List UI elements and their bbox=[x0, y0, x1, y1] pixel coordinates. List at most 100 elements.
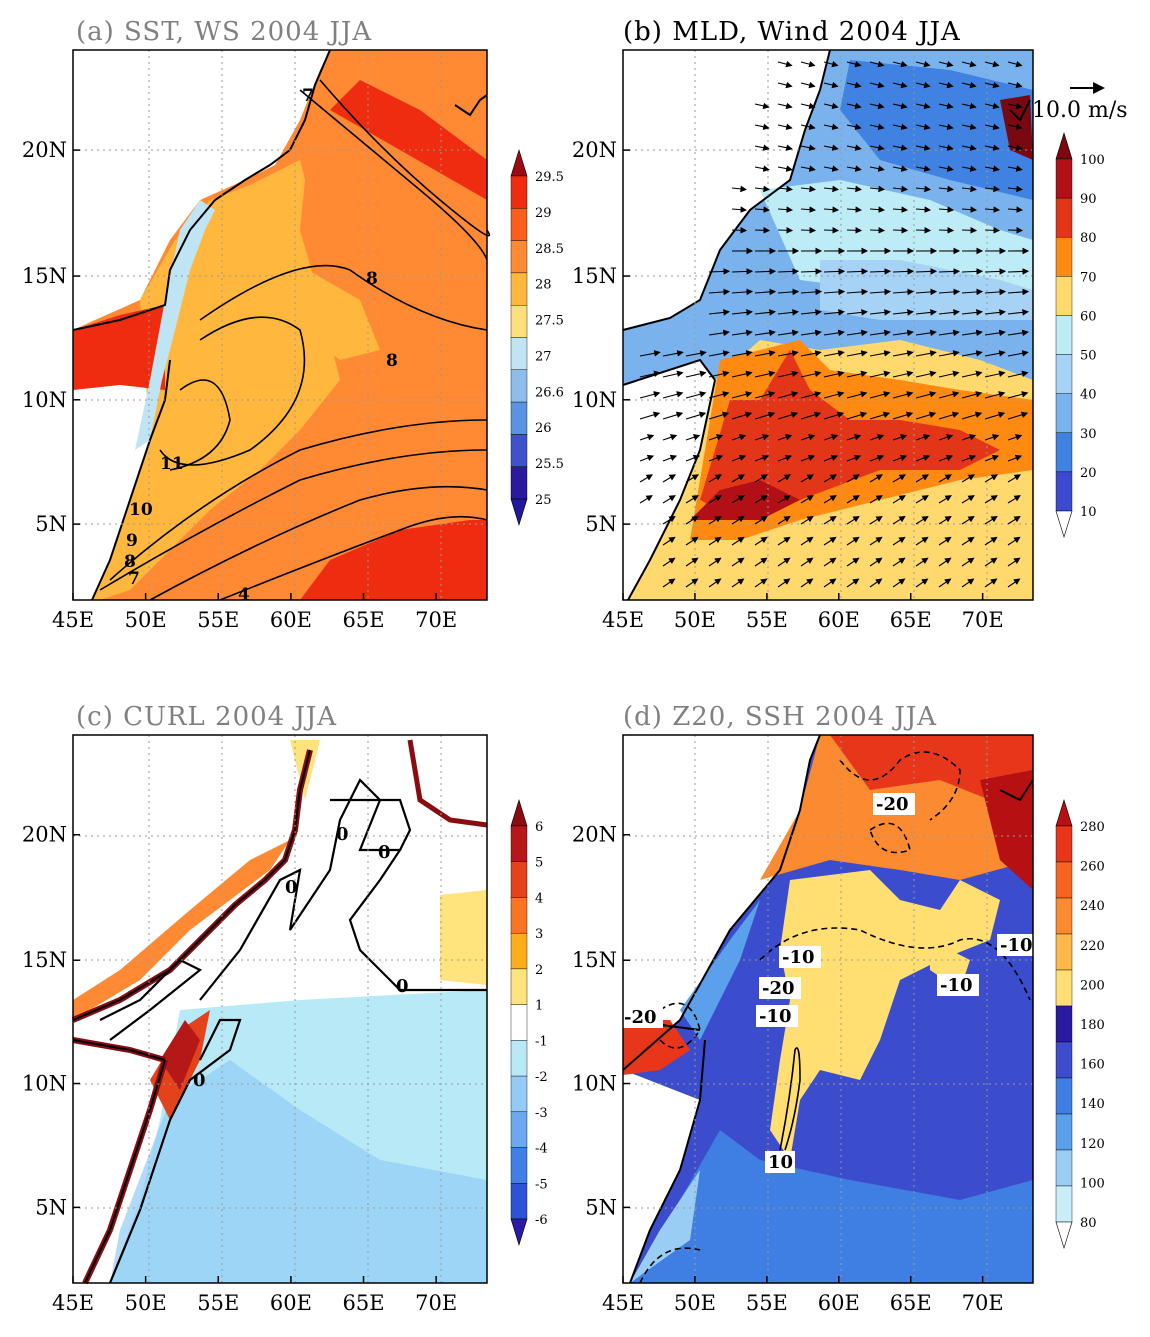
colorbar-segment bbox=[511, 305, 527, 337]
colorbar-segment bbox=[1056, 1006, 1072, 1042]
x-tick-label: 45E bbox=[52, 1291, 94, 1315]
colorbar-tick-label: -4 bbox=[535, 1142, 548, 1157]
x-tick-label: 55E bbox=[197, 1291, 239, 1315]
contour-label: 7 bbox=[128, 569, 140, 589]
colorbar-tick-label: 10 bbox=[1080, 505, 1097, 520]
contour-label: 0 bbox=[285, 877, 298, 898]
y-tick-label: 10N bbox=[22, 1072, 67, 1096]
panel-d-title: (d) Z20, SSH 2004 JJA bbox=[623, 702, 937, 732]
x-tick-label: 60E bbox=[270, 1291, 312, 1315]
y-tick-label: 20N bbox=[22, 138, 67, 162]
y-tick-label: 15N bbox=[22, 264, 67, 288]
colorbar-tick-label: 27 bbox=[535, 349, 552, 364]
y-tick-label: 10N bbox=[572, 1072, 617, 1096]
contour-label: 4 bbox=[238, 585, 250, 605]
contour-label: -20 bbox=[762, 978, 795, 999]
contour-label: 9 bbox=[126, 531, 138, 551]
colorbar-segment bbox=[511, 370, 527, 402]
contour-label: -10 bbox=[1000, 935, 1033, 956]
colorbar-bottom-arrow bbox=[511, 1219, 527, 1245]
wind-vector bbox=[962, 271, 982, 272]
colorbar-tick-label: 100 bbox=[1080, 1176, 1105, 1191]
panel-a: (a) SST, WS 2004 JJA bbox=[22, 17, 564, 632]
x-tick-label: 45E bbox=[52, 608, 94, 632]
colorbar-tick-label: 40 bbox=[1080, 388, 1097, 403]
colorbar-segment bbox=[511, 176, 527, 208]
x-tick-label: 70E bbox=[962, 1291, 1004, 1315]
x-tick-label: 60E bbox=[818, 1291, 860, 1315]
colorbar-tick-label: 240 bbox=[1080, 899, 1105, 914]
contour-label: 0 bbox=[193, 1070, 206, 1091]
colorbar-tick-label: 6 bbox=[535, 820, 543, 835]
colorbar-tick-label: 2 bbox=[535, 963, 543, 978]
colorbar-segment bbox=[511, 467, 527, 499]
contour-label: -10 bbox=[940, 975, 973, 996]
colorbar-segment bbox=[1056, 862, 1072, 898]
panel-d-map bbox=[623, 735, 1033, 1283]
x-tick-label: 65E bbox=[890, 1291, 932, 1315]
colorbar-tick-label: 200 bbox=[1080, 978, 1105, 993]
colorbar-segment bbox=[511, 826, 527, 862]
colorbar-segment bbox=[511, 1183, 527, 1219]
colorbar-tick-label: -3 bbox=[535, 1106, 548, 1121]
wind-vector bbox=[916, 271, 936, 272]
colorbar-tick-label: 180 bbox=[1080, 1018, 1105, 1033]
colorbar-tick-label: 50 bbox=[1080, 349, 1097, 364]
x-tick-label: 45E bbox=[602, 1291, 644, 1315]
x-tick-label: 50E bbox=[125, 608, 167, 632]
colorbar-tick-label: -1 bbox=[535, 1034, 548, 1049]
colorbar-tick-label: 20 bbox=[1080, 466, 1097, 481]
x-tick-label: 50E bbox=[674, 1291, 716, 1315]
colorbar-segment bbox=[1056, 394, 1072, 433]
colorbar-tick-label: 70 bbox=[1080, 270, 1097, 285]
y-tick-label: 20N bbox=[22, 823, 67, 847]
colorbar-segment bbox=[1056, 433, 1072, 472]
contour-label: -10 bbox=[782, 947, 815, 968]
wind-vector bbox=[985, 271, 1005, 272]
colorbar-segment bbox=[1056, 934, 1072, 970]
x-tick-label: 70E bbox=[415, 1291, 457, 1315]
x-tick-label: 70E bbox=[962, 608, 1004, 632]
colorbar-tick-label: -5 bbox=[535, 1177, 548, 1192]
x-tick-label: 45E bbox=[602, 608, 644, 632]
colorbar-segment bbox=[1056, 1114, 1072, 1150]
colorbar-bottom-arrow bbox=[511, 499, 527, 525]
colorbar-segment bbox=[1056, 315, 1072, 354]
colorbar-segment bbox=[511, 1076, 527, 1112]
colorbar-tick-label: 26 bbox=[535, 421, 552, 436]
contour-label: -20 bbox=[624, 1007, 657, 1028]
panel-b-map bbox=[623, 50, 1033, 600]
colorbar-tick-label: 160 bbox=[1080, 1058, 1105, 1073]
colorbar-tick-label: 5 bbox=[535, 856, 543, 871]
panel-b-title: (b) MLD, Wind 2004 JJA bbox=[623, 17, 961, 47]
wind-vector bbox=[801, 271, 821, 272]
wind-vector bbox=[893, 271, 913, 272]
colorbar-tick-label: 28 bbox=[535, 278, 552, 293]
colorbar-segment bbox=[511, 933, 527, 969]
colorbar-segment bbox=[511, 1040, 527, 1076]
contour-label: 0 bbox=[336, 824, 349, 845]
colorbar-segment bbox=[1056, 1078, 1072, 1114]
colorbar-tick-label: 100 bbox=[1080, 153, 1105, 168]
colorbar-top-arrow bbox=[1056, 800, 1072, 826]
contour-label: 10 bbox=[768, 1152, 793, 1173]
colorbar-tick-label: 30 bbox=[1080, 427, 1097, 442]
wind-vector bbox=[870, 271, 890, 272]
colorbar-segment bbox=[511, 862, 527, 898]
colorbar-top-arrow bbox=[511, 150, 527, 176]
colorbar-segment bbox=[1056, 1150, 1072, 1186]
x-tick-label: 50E bbox=[674, 608, 716, 632]
colorbar-segment bbox=[1056, 198, 1072, 237]
colorbar-segment bbox=[511, 273, 527, 305]
y-tick-label: 10N bbox=[572, 388, 617, 412]
colorbar-tick-label: 29.5 bbox=[535, 170, 564, 185]
wind-vector bbox=[709, 271, 729, 272]
y-tick-label: 5N bbox=[585, 512, 617, 536]
colorbar-tick-label: 28.5 bbox=[535, 242, 564, 257]
colorbar-tick-label: -6 bbox=[535, 1213, 548, 1228]
y-tick-label: 5N bbox=[585, 1195, 617, 1219]
contour-label: 10 bbox=[129, 500, 153, 520]
colorbar-segment bbox=[511, 1005, 527, 1041]
